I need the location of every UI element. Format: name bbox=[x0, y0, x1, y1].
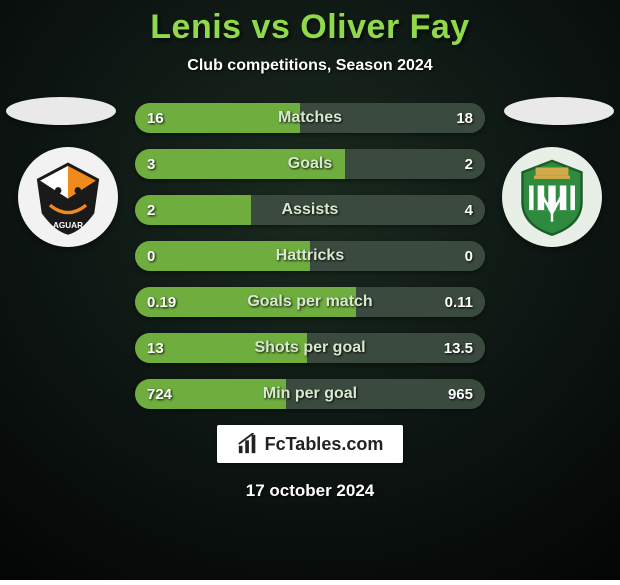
stat-row: 00Hattricks bbox=[135, 241, 485, 271]
stat-row: 724965Min per goal bbox=[135, 379, 485, 409]
stat-fill-right bbox=[310, 241, 485, 271]
page-title: Lenis vs Oliver Fay bbox=[0, 8, 620, 47]
stat-fill-left bbox=[135, 241, 310, 271]
stat-value-left: 13 bbox=[147, 333, 164, 363]
stat-value-left: 0 bbox=[147, 241, 155, 271]
stat-row: 32Goals bbox=[135, 149, 485, 179]
stat-value-left: 3 bbox=[147, 149, 155, 179]
stat-row: 1618Matches bbox=[135, 103, 485, 133]
chart-icon bbox=[237, 433, 259, 455]
stat-value-left: 0.19 bbox=[147, 287, 176, 317]
stat-bars: 1618Matches32Goals24Assists00Hattricks0.… bbox=[135, 103, 485, 409]
svg-text:AGUAR: AGUAR bbox=[53, 221, 83, 230]
stat-row: 1313.5Shots per goal bbox=[135, 333, 485, 363]
stat-value-right: 4 bbox=[465, 195, 473, 225]
stat-row: 24Assists bbox=[135, 195, 485, 225]
footer: FcTables.com 17 october 2024 bbox=[0, 425, 620, 501]
jaguar-icon: AGUAR bbox=[27, 156, 109, 238]
team-badge-right bbox=[502, 147, 602, 247]
stat-value-left: 724 bbox=[147, 379, 172, 409]
date-text: 17 october 2024 bbox=[0, 481, 620, 501]
player-name-ellipse-right bbox=[504, 97, 614, 125]
subtitle: Club competitions, Season 2024 bbox=[0, 57, 620, 75]
stat-value-right: 0.11 bbox=[445, 287, 473, 317]
stat-fill-left bbox=[135, 149, 345, 179]
stat-value-right: 2 bbox=[465, 149, 473, 179]
stat-value-right: 965 bbox=[448, 379, 473, 409]
stat-value-right: 0 bbox=[465, 241, 473, 271]
fctables-link[interactable]: FcTables.com bbox=[217, 425, 404, 463]
stat-value-left: 16 bbox=[147, 103, 164, 133]
comparison-area: AGUAR 1618Matches32Goals24Assists00Hattr… bbox=[0, 103, 620, 409]
atletico-nacional-icon bbox=[511, 156, 593, 238]
stat-row: 0.190.11Goals per match bbox=[135, 287, 485, 317]
stat-value-right: 18 bbox=[456, 103, 473, 133]
stat-value-left: 2 bbox=[147, 195, 155, 225]
team-badge-left: AGUAR bbox=[18, 147, 118, 247]
footer-brand-text: FcTables.com bbox=[265, 434, 384, 455]
player-name-ellipse-left bbox=[6, 97, 116, 125]
stat-fill-right bbox=[251, 195, 486, 225]
stat-value-right: 13.5 bbox=[444, 333, 473, 363]
